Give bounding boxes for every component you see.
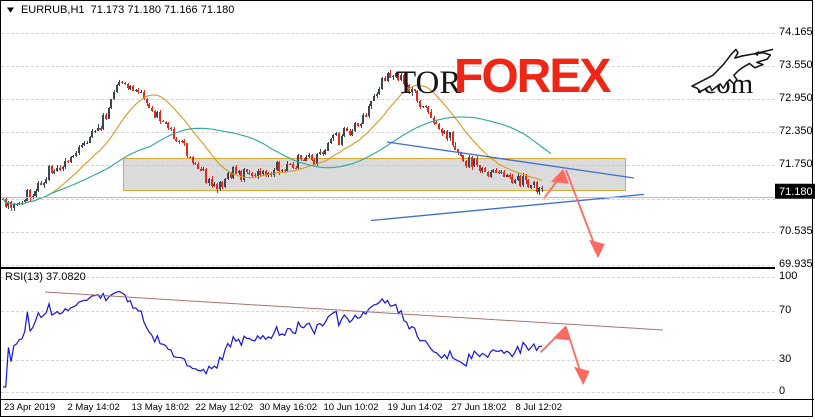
- svg-text:TOR: TOR: [396, 65, 461, 101]
- svg-text:FOREX: FOREX: [454, 50, 611, 101]
